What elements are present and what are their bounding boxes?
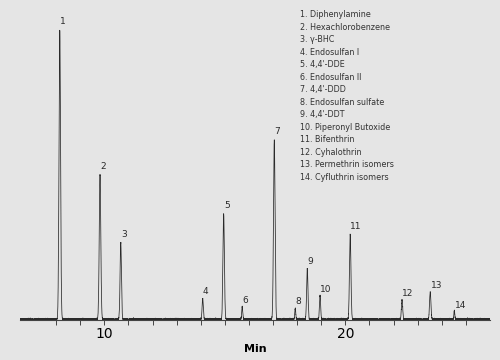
X-axis label: Min: Min (244, 344, 266, 354)
Text: 1: 1 (60, 17, 66, 26)
Text: 11: 11 (350, 222, 362, 231)
Text: 3: 3 (121, 230, 126, 239)
Text: 2: 2 (100, 162, 106, 171)
Text: 10: 10 (320, 285, 332, 294)
Text: 14: 14 (454, 301, 466, 310)
Text: 7: 7 (274, 127, 280, 136)
Text: 4: 4 (203, 287, 208, 296)
Text: 8: 8 (296, 297, 301, 306)
Text: 12: 12 (402, 289, 413, 298)
Text: 9: 9 (308, 257, 314, 266)
Text: 13: 13 (430, 281, 442, 290)
Text: 5: 5 (224, 201, 230, 210)
Text: 1. Diphenylamine
2. Hexachlorobenzene
3. γ-BHC
4. Endosulfan I
5. 4,4'-DDE
6. En: 1. Diphenylamine 2. Hexachlorobenzene 3.… (300, 10, 394, 182)
Text: 6: 6 (242, 296, 248, 305)
